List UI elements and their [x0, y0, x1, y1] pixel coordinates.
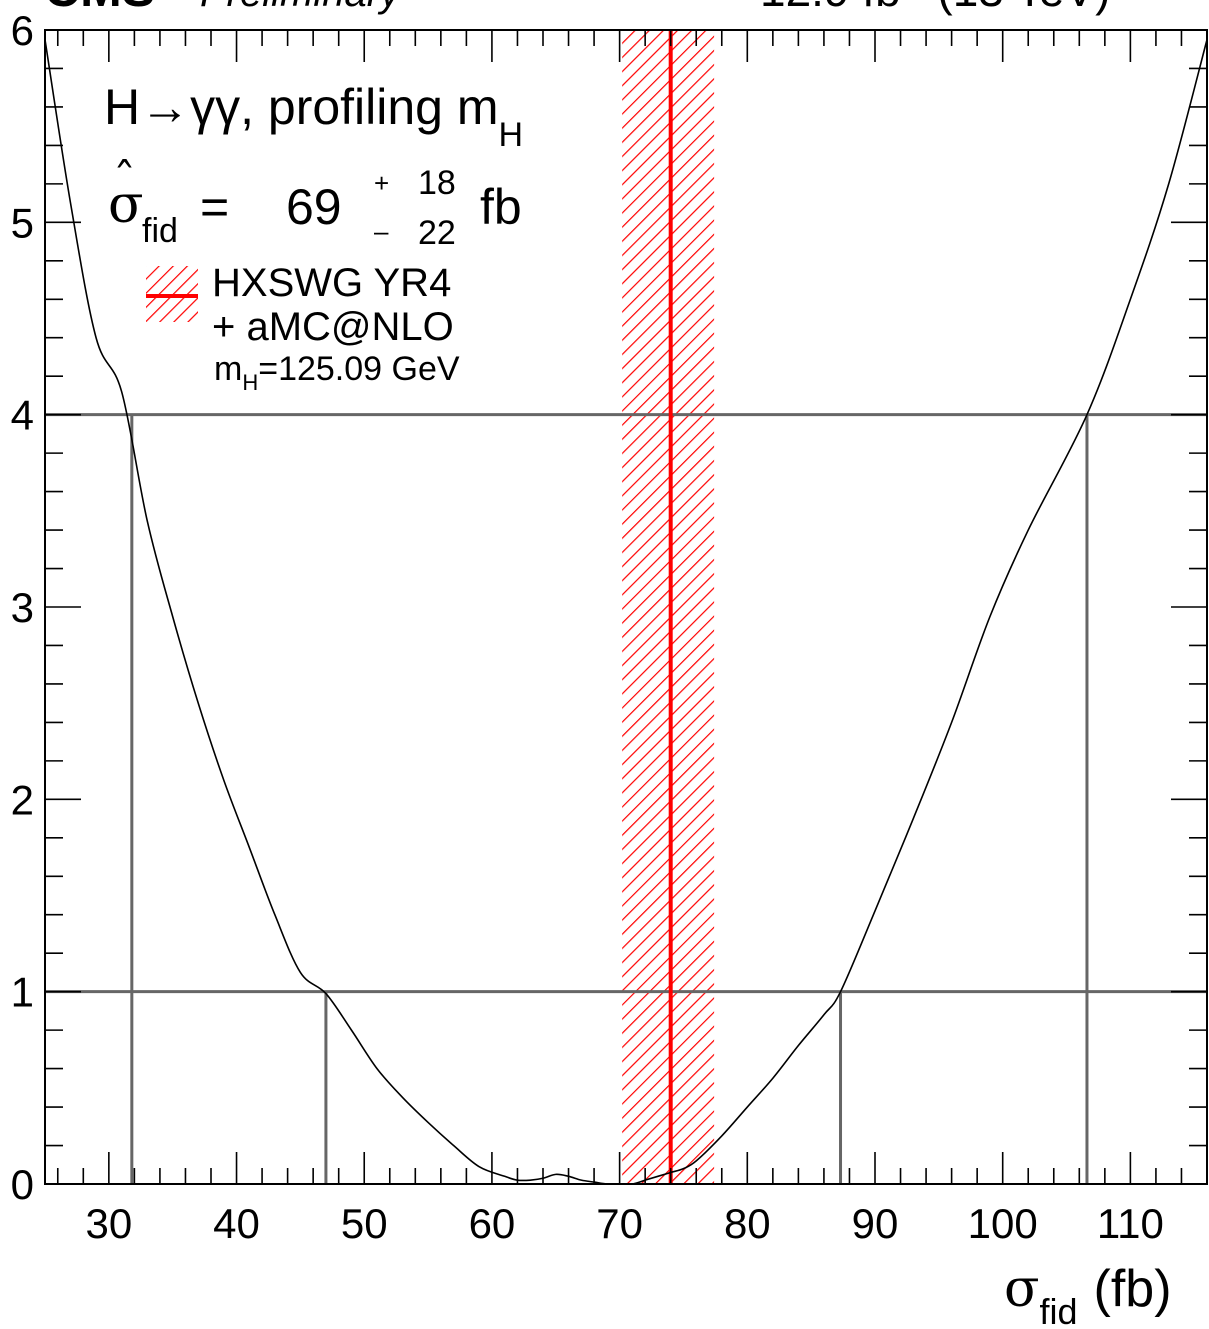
x-tick-label: 50 [341, 1200, 388, 1247]
status-label: Preliminary [200, 0, 403, 15]
x-tick-label: 90 [852, 1200, 899, 1247]
result-label: σ ˆ fid = 69 + 18 – 22 fb [108, 153, 522, 252]
x-tick-label: 60 [469, 1200, 516, 1247]
y-tick-label: 0 [11, 1161, 34, 1208]
result-hat: ˆ [113, 153, 136, 207]
result-down-sign: – [374, 216, 389, 246]
y-tick-labels: 0 1 2 3 4 5 6 [11, 7, 34, 1208]
result-eq: = [200, 179, 229, 235]
theory-band [622, 30, 715, 1184]
y-tick-label: 4 [11, 392, 34, 439]
x-tick-label: 70 [596, 1200, 643, 1247]
axis-ticks [45, 29, 1208, 1185]
y-tick-label: 6 [11, 7, 34, 54]
legend-line3: mH=125.09 GeV [214, 350, 460, 395]
legend-line2: + aMC@NLO [212, 305, 454, 349]
lumi-label: 12.9 fb-1(13 TeV) [760, 0, 1110, 16]
result-sub: fid [142, 212, 178, 250]
y-tick-label: 5 [11, 199, 34, 246]
plot-frame [44, 29, 1208, 1185]
result-up: 18 [418, 164, 456, 202]
x-tick-labels: 30 40 50 60 70 80 90 100 110 [85, 1200, 1163, 1247]
y-tick-label: 2 [11, 776, 34, 823]
legend: HXSWG YR4 + aMC@NLO mH=125.09 GeV [146, 261, 460, 395]
result-symbol: σ [108, 175, 144, 235]
x-axis-title: σfid (fb) [1004, 1259, 1172, 1329]
y-tick-label: 1 [11, 969, 34, 1016]
result-up-sign: + [374, 168, 389, 198]
result-unit: fb [480, 179, 522, 235]
legend-line1: HXSWG YR4 [212, 261, 451, 305]
x-tick-label: 80 [724, 1200, 771, 1247]
result-down: 22 [418, 214, 456, 252]
y-tick-label: 3 [11, 584, 34, 631]
reference-lines [45, 413, 1207, 1184]
nll-curve [44, 39, 1208, 1186]
x-tick-label: 100 [968, 1200, 1038, 1247]
x-tick-label: 110 [1097, 1200, 1164, 1247]
process-label: H→γγ, profiling mH [104, 79, 523, 154]
x-tick-label: 30 [85, 1200, 132, 1247]
experiment-label: CMS [44, 0, 155, 17]
x-tick-label: 40 [213, 1200, 260, 1247]
result-value: 69 [286, 179, 342, 235]
